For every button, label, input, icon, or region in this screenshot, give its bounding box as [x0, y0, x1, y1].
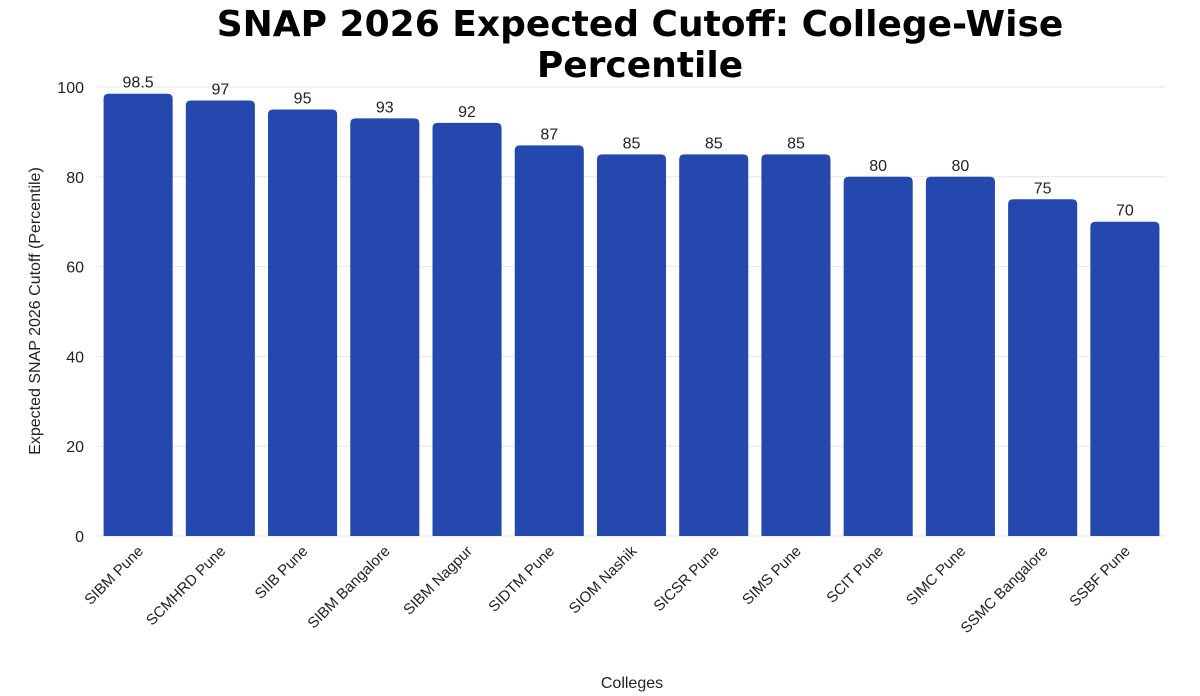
bar: [103, 93, 173, 537]
x-category-label: SIDTM Pune: [485, 543, 558, 616]
x-category-label: SICSR Pune: [650, 543, 722, 615]
x-category-label: SCMHRD Pune: [143, 543, 229, 629]
x-category-label: SIIB Pune: [252, 543, 312, 603]
bar-value-label: 75: [1034, 180, 1052, 197]
bars: [103, 93, 1160, 537]
bar: [761, 154, 831, 536]
bar-value-label: 70: [1116, 203, 1134, 220]
bar: [432, 122, 502, 537]
x-category-label: SSMC Bangalore: [958, 543, 1052, 637]
bar: [185, 100, 255, 536]
bar: [596, 154, 667, 536]
x-category-label: SIBM Nagpur: [400, 543, 476, 619]
bar-value-label: 80: [952, 158, 970, 175]
bar-value-label: 85: [705, 135, 723, 152]
bar-value-label: 87: [540, 126, 558, 143]
x-category-label: SIBM Bangalore: [304, 543, 393, 632]
y-tick-label: 60: [66, 260, 84, 277]
value-labels: 98.5 97 95 93 92 87 85 85 85 80 80 75 70: [123, 75, 1134, 220]
x-category-label: SIMS Pune: [739, 543, 805, 609]
bar: [925, 176, 995, 537]
x-axis-title: Colleges: [601, 675, 663, 692]
bar: [843, 176, 913, 537]
bar-value-label: 85: [623, 135, 641, 152]
bar: [350, 118, 420, 537]
bar: [679, 154, 749, 536]
bar-value-label: 95: [294, 90, 312, 107]
bar-value-label: 98.5: [123, 75, 154, 92]
bar-value-label: 93: [376, 99, 394, 116]
bar-value-label: 85: [787, 135, 805, 152]
bar: [1090, 221, 1160, 536]
y-axis-ticks: 0 20 40 60 80 100: [57, 80, 84, 546]
x-category-label: SCIT Pune: [823, 543, 887, 607]
y-tick-label: 80: [66, 170, 84, 187]
y-axis-title: Expected SNAP 2026 Cutoff (Percentile): [27, 167, 44, 455]
bar-value-label: 80: [869, 158, 887, 175]
chart-title: SNAP 2026 Expected Cutoff: College-Wise …: [216, 4, 1064, 86]
bar: [1008, 199, 1078, 536]
x-category-label: SIMC Pune: [903, 543, 969, 609]
bar: [514, 145, 584, 536]
y-tick-label: 20: [66, 439, 84, 456]
x-category-label: SIOM Nashik: [566, 542, 641, 617]
bar-value-label: 97: [211, 81, 229, 98]
bar: [268, 109, 338, 536]
x-category-label: SSBF Pune: [1066, 543, 1133, 610]
bar-value-label: 92: [458, 104, 476, 121]
y-tick-label: 0: [75, 529, 84, 546]
x-category-label: SIBM Pune: [81, 543, 147, 609]
y-tick-label: 100: [57, 80, 84, 97]
y-tick-label: 40: [66, 349, 84, 366]
